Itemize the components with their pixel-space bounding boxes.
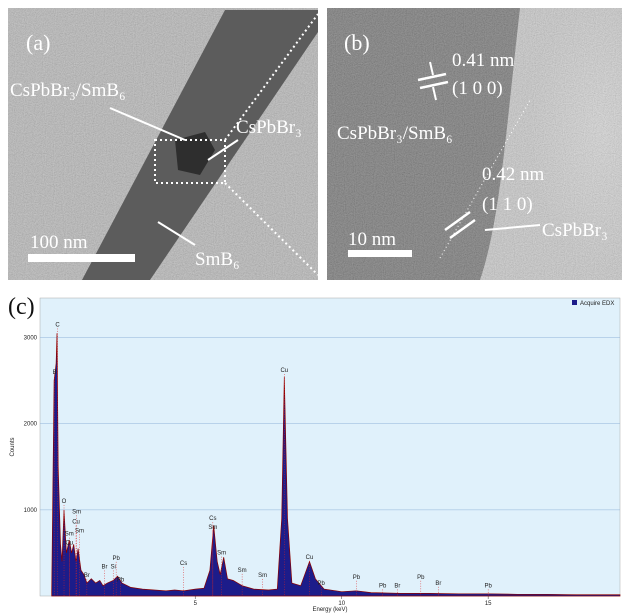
- peak-label: Pb: [353, 575, 361, 581]
- peak-label: Sm: [258, 573, 267, 579]
- y-axis-label: Counts: [10, 437, 16, 456]
- y-tick-label: 1000: [24, 508, 38, 514]
- x-tick-label: 10: [338, 601, 345, 607]
- label: CsPbBr₃/SmB₆: [337, 123, 453, 144]
- peak-label: Sm: [217, 551, 226, 557]
- label: CsPbBr₃: [542, 220, 608, 241]
- peak-label: Sm: [238, 568, 247, 574]
- label: CsPbBr₃: [236, 117, 302, 138]
- peak-label: Cu: [280, 368, 288, 374]
- peak-label: Cu: [306, 555, 314, 561]
- label: 0.41 nm: [452, 50, 515, 71]
- peak-label: Pb: [417, 575, 425, 581]
- peak-label: Br: [101, 564, 107, 570]
- peak-label: C: [55, 322, 60, 328]
- edx-chart: (c) Energy (keV) Counts 1000 2000 3000 5 10 1…: [8, 294, 620, 613]
- peak-label: Cu: [72, 520, 80, 526]
- scale-label: 100 nm: [30, 232, 88, 253]
- panel-label: (c): [8, 294, 35, 320]
- legend-swatch: [572, 300, 577, 305]
- scale-label: 10 nm: [348, 229, 396, 250]
- peak-label: Sm: [75, 528, 84, 534]
- figure: (a) CsPbBr₃/SmB₆ CsPbBr₃ SmB₆ 100 nm (b)…: [0, 0, 626, 613]
- peak-label: Sm: [65, 532, 74, 538]
- x-tick-label: 5: [194, 601, 198, 607]
- plot-area: [40, 298, 620, 596]
- label: SmB₆: [195, 249, 240, 270]
- peak-label: B: [53, 370, 57, 376]
- label: 0.42 nm: [482, 164, 545, 185]
- peak-label: Br: [394, 583, 400, 589]
- y-tick-label: 3000: [24, 336, 38, 342]
- peak-label: Br: [435, 581, 441, 587]
- x-tick-label: 15: [485, 601, 492, 607]
- peak-label: Pb: [117, 577, 125, 583]
- peak-label: Sm: [208, 525, 217, 531]
- peak-label: Pb: [318, 581, 326, 587]
- peak-label: Pb: [112, 556, 120, 562]
- y-tick-label: 2000: [24, 422, 38, 428]
- peak-label: Pb: [485, 583, 493, 589]
- peak-label: Cu: [65, 540, 73, 546]
- scale-bar: [28, 254, 135, 262]
- label: (1 0 0): [452, 78, 503, 99]
- panel-a: (a) CsPbBr₃/SmB₆ CsPbBr₃ SmB₆ 100 nm: [8, 8, 318, 280]
- legend-label: Acquire EDX: [580, 301, 614, 307]
- peak-label: Sm: [72, 509, 81, 515]
- scale-bar: [348, 250, 412, 257]
- peak-label: Cs: [209, 516, 216, 522]
- label: CsPbBr₃/SmB₆: [10, 80, 126, 101]
- peak-label: Pb: [379, 583, 387, 589]
- panel-label: (a): [26, 30, 50, 55]
- label: (1 1 0): [482, 194, 533, 215]
- peak-label: Si: [111, 564, 116, 570]
- panel-label: (b): [344, 30, 370, 55]
- peak-label: Cs: [180, 561, 187, 567]
- peak-label: Br: [84, 573, 90, 579]
- panel-b: (b) 0.41 nm (1 0 0) CsPbBr₃/SmB₆ 0.42 nm…: [327, 8, 622, 280]
- peak-label: O: [62, 499, 67, 505]
- x-axis-label: Energy (keV): [312, 607, 347, 613]
